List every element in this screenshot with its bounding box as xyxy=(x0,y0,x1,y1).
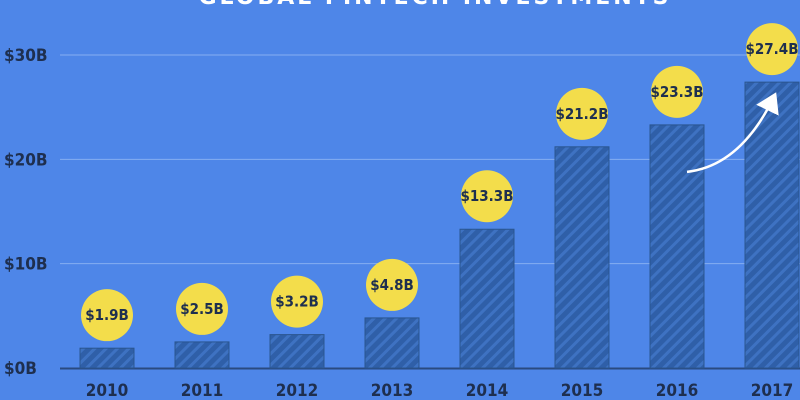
y-tick-label: $20B xyxy=(4,150,48,170)
data-label-bubble xyxy=(81,289,133,342)
y-axis: $0B $10B $20B $30B xyxy=(4,46,48,379)
x-tick-label: 2017 xyxy=(751,381,794,400)
data-label: $13.3B xyxy=(461,187,514,205)
trend-arrow-icon xyxy=(686,92,779,174)
x-tick-label: 2013 xyxy=(371,381,414,400)
bar-2013 xyxy=(364,317,420,369)
data-label: $4.8B xyxy=(370,276,414,294)
chart-title: GLOBAL FINTECH INVESTMENTS xyxy=(198,0,671,10)
x-tick-label: 2010 xyxy=(86,381,129,400)
bar-2014 xyxy=(459,228,515,369)
data-label: $1.9B xyxy=(85,306,129,324)
bar-2012 xyxy=(269,334,325,369)
data-label: $27.4B xyxy=(746,40,799,58)
data-label: $21.2B xyxy=(556,105,609,123)
bar-2010 xyxy=(79,347,135,369)
data-label-bubble xyxy=(366,258,418,311)
data-label-bubble xyxy=(461,170,513,223)
data-label-bubble xyxy=(651,65,703,118)
x-tick-label: 2012 xyxy=(276,381,319,400)
data-label: $2.5B xyxy=(180,300,224,318)
data-label-bubble xyxy=(556,87,608,140)
bar-2017 xyxy=(744,81,800,369)
data-label-bubble xyxy=(271,275,323,328)
bars xyxy=(79,81,800,369)
x-axis: 2010 2011 2012 2013 2014 2015 2016 2017 xyxy=(86,381,794,400)
y-tick-label: $10B xyxy=(4,255,48,275)
y-tick-label: $0B xyxy=(4,359,37,379)
x-tick-label: 2016 xyxy=(656,381,699,400)
x-tick-label: 2015 xyxy=(561,381,604,400)
x-tick-label: 2014 xyxy=(466,381,509,400)
data-label: $23.3B xyxy=(651,83,704,101)
bar-2015 xyxy=(554,146,610,369)
data-label-bubble xyxy=(176,282,228,335)
x-tick-label: 2011 xyxy=(181,381,224,400)
data-labels: $1.9B $2.5B $3.2B $4.8B $13.3B $21.2B $23.3B $2… xyxy=(81,23,799,342)
bar-2016 xyxy=(649,124,705,369)
y-tick-label: $30B xyxy=(4,46,48,66)
bar-2011 xyxy=(174,341,230,369)
data-label-bubble xyxy=(746,23,798,76)
data-label: $3.2B xyxy=(275,293,319,311)
